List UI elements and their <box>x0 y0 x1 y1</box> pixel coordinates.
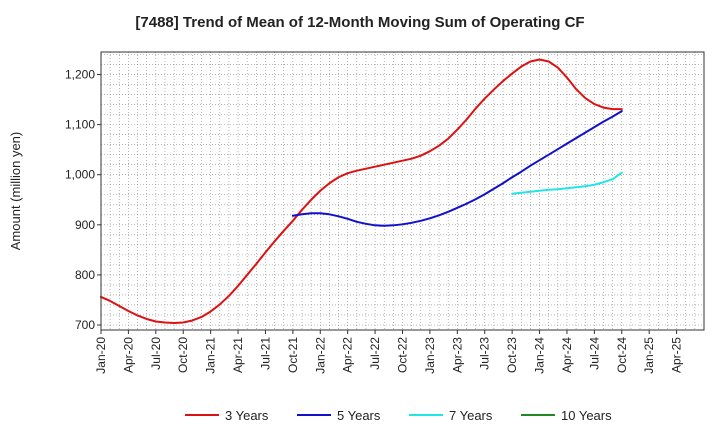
x-tick-label: Jul-21 <box>258 337 272 370</box>
x-tick-label: Jan-23 <box>423 337 437 374</box>
x-tick-label: Oct-21 <box>286 337 300 373</box>
y-tick-label: 800 <box>75 268 95 282</box>
y-tick-label: 1,200 <box>65 68 95 82</box>
x-tick-label: Apr-25 <box>670 337 684 373</box>
plot-frame <box>100 51 705 331</box>
x-tick-label: Jul-23 <box>478 337 492 370</box>
series-line-5-years <box>291 110 623 227</box>
y-tick-label: 700 <box>75 318 95 332</box>
x-tick-label: Apr-20 <box>121 337 135 373</box>
x-tick-label: Jan-25 <box>642 337 656 374</box>
series-line-7-years <box>511 171 623 195</box>
y-tick-label: 1,100 <box>65 118 95 132</box>
x-tick-label: Jan-20 <box>94 337 108 374</box>
x-tick-label: Jan-22 <box>313 337 327 374</box>
chart-title: [7488] Trend of Mean of 12-Month Moving … <box>135 14 585 31</box>
series-line-3-years <box>100 58 623 324</box>
x-tick-label: Jan-24 <box>533 337 547 374</box>
legend: 3 Years 5 Years 7 Years 10 Years <box>185 408 612 423</box>
x-tick-label: Apr-24 <box>560 337 574 373</box>
x-tick-label: Oct-22 <box>396 337 410 373</box>
x-tick-label: Apr-23 <box>450 337 464 373</box>
axes: 700 800 900 1,000 1,100 1,200 Jan-20 Apr-20 Jul-… <box>65 68 684 374</box>
x-tick-label: Apr-21 <box>231 337 245 373</box>
x-tick-label: Apr-22 <box>341 337 355 373</box>
legend-label-3-years: 3 Years <box>225 408 269 423</box>
series-lines <box>100 58 623 324</box>
x-tick-label: Jul-24 <box>587 337 601 370</box>
x-tick-label: Oct-20 <box>176 337 190 373</box>
x-tick-label: Jul-20 <box>149 337 163 370</box>
y-axis-title: Amount (million yen) <box>8 132 23 251</box>
y-tick-label: 900 <box>75 218 95 232</box>
grid-lines <box>101 52 704 330</box>
y-tick-label: 1,000 <box>65 168 95 182</box>
x-tick-label: Jul-22 <box>368 337 382 370</box>
legend-label-7-years: 7 Years <box>449 408 493 423</box>
x-tick-label: Oct-24 <box>615 337 629 373</box>
legend-label-10-years: 10 Years <box>561 408 612 423</box>
x-tick-label: Jan-21 <box>204 337 218 374</box>
legend-label-5-years: 5 Years <box>337 408 381 423</box>
x-tick-label: Oct-23 <box>505 337 519 373</box>
